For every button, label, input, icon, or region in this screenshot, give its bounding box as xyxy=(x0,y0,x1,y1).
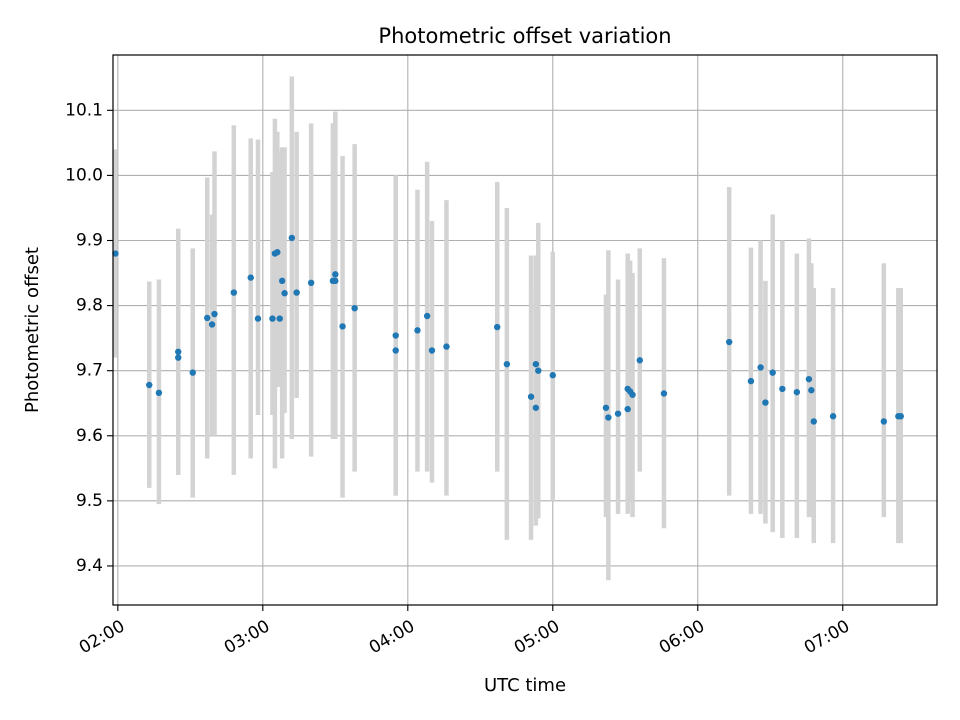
plot-frame xyxy=(112,54,938,606)
x-tick-layer: 02:00 03:00 04:00 05:00 06:00 07:00 xyxy=(76,605,853,658)
data-point xyxy=(535,367,542,374)
data-point xyxy=(605,414,612,421)
x-tick-label: 07:00 xyxy=(801,616,853,658)
y-tick-label: 10.1 xyxy=(65,100,103,120)
y-tick-layer: 9.4 9.5 9.6 9.7 9.8 9.9 10.0 10.1 xyxy=(65,100,113,576)
data-point xyxy=(762,399,769,406)
data-point xyxy=(527,393,535,400)
y-tick-label: 10.0 xyxy=(65,165,103,185)
data-point xyxy=(414,327,421,334)
x-tick-label: 03:00 xyxy=(221,616,273,658)
data-point xyxy=(614,410,622,417)
data-point xyxy=(278,277,286,285)
data-point xyxy=(725,338,733,346)
data-point xyxy=(332,271,339,278)
x-axis-label: UTC time xyxy=(484,675,566,696)
y-tick-label: 9.8 xyxy=(76,296,103,316)
data-point xyxy=(428,347,436,354)
data-point xyxy=(392,347,399,354)
data-point xyxy=(829,413,837,420)
data-point xyxy=(793,388,801,396)
data-point xyxy=(624,405,631,413)
data-point xyxy=(808,387,815,394)
data-point xyxy=(276,315,283,322)
data-point xyxy=(269,315,276,322)
chart-title: Photometric offset variation xyxy=(378,24,671,48)
y-tick-label: 9.6 xyxy=(76,426,103,446)
data-point xyxy=(211,310,218,318)
y-tick-label: 9.7 xyxy=(76,361,103,381)
data-point xyxy=(880,418,888,425)
data-point xyxy=(392,332,399,339)
y-axis-label: Photometric offset xyxy=(22,247,43,413)
errorbar-layer xyxy=(113,76,904,581)
data-point xyxy=(293,289,300,296)
data-point xyxy=(307,279,315,287)
data-point xyxy=(769,369,776,376)
data-point xyxy=(175,354,182,361)
x-tick-label: 06:00 xyxy=(656,616,708,658)
data-point xyxy=(146,381,153,389)
data-point xyxy=(247,274,254,281)
y-tick-label: 9.5 xyxy=(76,491,103,511)
data-point xyxy=(204,314,211,322)
data-point xyxy=(494,323,501,331)
data-point xyxy=(779,385,786,393)
data-point xyxy=(230,289,238,296)
data-point xyxy=(332,277,339,285)
data-point xyxy=(897,413,904,420)
data-point xyxy=(339,323,346,330)
data-point xyxy=(747,377,755,385)
data-point xyxy=(636,357,643,364)
data-point xyxy=(532,360,540,368)
data-point xyxy=(443,343,450,350)
data-point xyxy=(549,372,556,379)
data-point xyxy=(810,418,817,425)
data-point xyxy=(208,321,216,328)
data-point xyxy=(660,390,668,397)
data-point xyxy=(805,375,813,383)
y-tick-label: 9.9 xyxy=(76,231,103,251)
x-tick-label: 05:00 xyxy=(511,616,563,658)
y-tick-label: 9.4 xyxy=(76,556,103,576)
data-point xyxy=(155,389,163,397)
data-point-layer xyxy=(112,234,904,425)
data-point xyxy=(288,234,296,242)
data-point xyxy=(602,404,610,411)
data-point xyxy=(175,348,182,356)
data-point xyxy=(629,391,636,398)
data-point xyxy=(351,304,358,312)
data-point xyxy=(423,312,431,320)
data-point xyxy=(274,249,281,256)
x-tick-label: 04:00 xyxy=(366,616,418,658)
data-point xyxy=(503,360,511,368)
data-point xyxy=(532,404,540,411)
data-point xyxy=(757,364,764,371)
data-point xyxy=(254,315,262,322)
data-point xyxy=(281,290,288,297)
data-point xyxy=(189,369,196,376)
x-tick-label: 02:00 xyxy=(76,616,128,658)
data-point xyxy=(112,250,119,257)
